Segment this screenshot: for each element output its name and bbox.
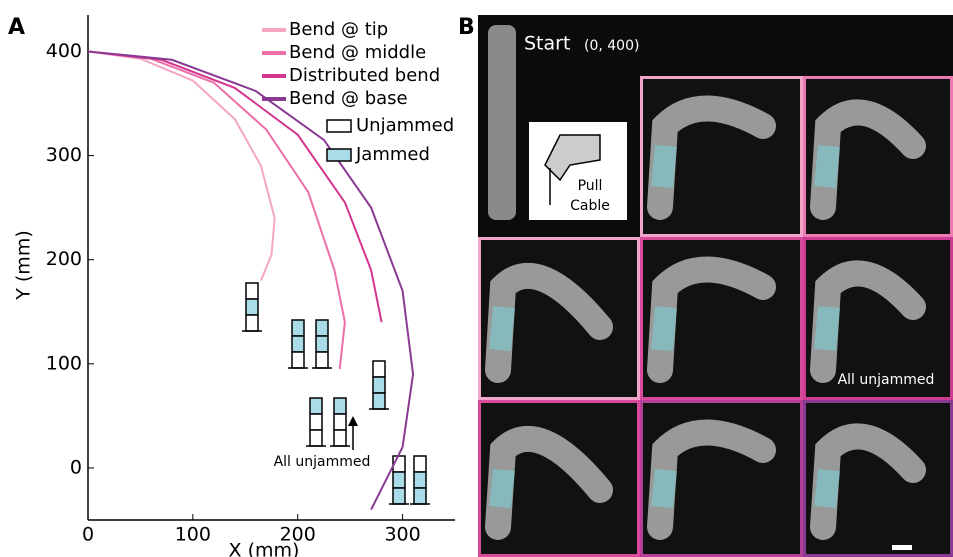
robot-arm <box>488 25 516 220</box>
scale-bar <box>892 545 912 550</box>
y-tick-label: 200 <box>46 248 82 270</box>
state-glyph <box>334 414 346 430</box>
annotation-arrow <box>348 416 358 426</box>
x-tick-label: 0 <box>82 524 94 546</box>
robot-arm-jammed <box>662 146 666 187</box>
state-glyph <box>414 472 426 488</box>
state-glyph <box>246 299 258 315</box>
state-glyph <box>393 472 405 488</box>
state-glyph <box>246 283 258 299</box>
legend-label: Bend @ tip <box>289 19 388 40</box>
state-glyph <box>373 393 385 409</box>
state-glyph <box>316 352 328 368</box>
state-glyph <box>310 398 322 414</box>
state-glyph <box>414 456 426 472</box>
robot-arm-jammed <box>825 307 829 350</box>
legend-label: Distributed bend <box>289 65 440 86</box>
y-tick-label: 100 <box>46 352 82 374</box>
data-line <box>88 51 275 280</box>
robot-arm-jammed <box>662 470 666 507</box>
state-glyph <box>246 315 258 331</box>
panel-label: A <box>8 15 25 40</box>
x-tick-label: 300 <box>384 524 420 546</box>
robot-arm-jammed <box>500 307 504 350</box>
state-glyph <box>292 336 304 352</box>
state-glyph <box>316 320 328 336</box>
state-glyph <box>414 488 426 504</box>
annotation: All unjammed <box>274 454 371 470</box>
legend-swatch <box>327 120 351 132</box>
state-glyph <box>310 414 322 430</box>
legend-label: Bend @ base <box>289 88 408 109</box>
legend-swatch <box>327 149 351 161</box>
state-glyph <box>393 488 405 504</box>
inset-label: Pull <box>578 178 603 194</box>
figure: A B 01002003000100200300400X (mm)Y (mm)B… <box>0 0 953 557</box>
x-tick-label: 100 <box>175 524 211 546</box>
legend-label: Bend @ middle <box>289 42 426 63</box>
state-glyph <box>292 320 304 336</box>
robot-arm-jammed <box>662 307 666 350</box>
y-axis-label: Y (mm) <box>13 230 35 301</box>
state-glyph <box>292 352 304 368</box>
y-tick-label: 0 <box>70 456 82 478</box>
state-glyph <box>316 336 328 352</box>
robot-arm-jammed <box>825 146 829 187</box>
state-glyph <box>373 361 385 377</box>
x-axis-label: X (mm) <box>229 540 300 557</box>
legend-label: Unjammed <box>356 115 454 136</box>
legend-label: Jammed <box>355 144 430 165</box>
start-label: Start <box>524 33 570 55</box>
state-glyph <box>373 377 385 393</box>
inset-label: Cable <box>570 198 610 214</box>
y-tick-label: 400 <box>46 40 82 62</box>
y-tick-label: 300 <box>46 144 82 166</box>
tile-label: All unjammed <box>838 372 935 388</box>
panel-label: B <box>458 15 475 40</box>
robot-arm-jammed <box>500 470 504 507</box>
state-glyph <box>310 430 322 446</box>
start-coord: (0, 400) <box>584 38 639 54</box>
state-glyph <box>334 430 346 446</box>
robot-arm-jammed <box>825 470 829 507</box>
state-glyph <box>334 398 346 414</box>
